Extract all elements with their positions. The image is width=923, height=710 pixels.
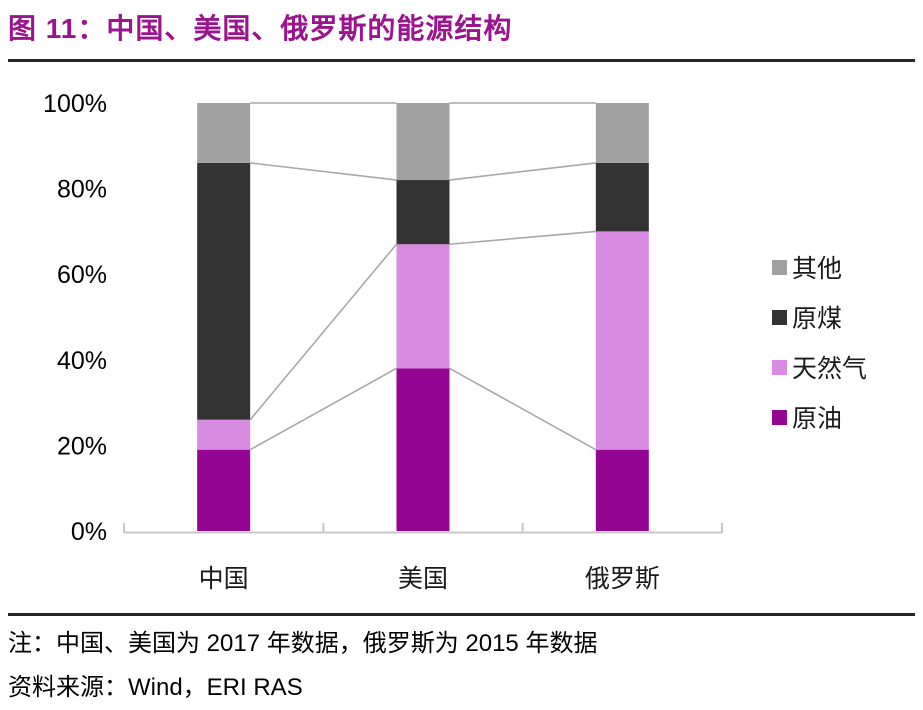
y-tick-label: 100% — [43, 90, 107, 118]
energy-structure-chart: 100% 80% 60% 40% 20% 0% 中国 美国 俄罗斯 其他原煤天然气原油 — [0, 80, 923, 610]
bar-segment-俄罗斯-其他 — [595, 103, 649, 163]
connector-line — [449, 367, 597, 451]
legend-swatch-icon — [772, 309, 787, 325]
legend-label: 原煤 — [792, 305, 843, 333]
connector-line — [449, 230, 596, 246]
bar-segment-中国-其他 — [197, 103, 251, 163]
bar-segment-中国-原油 — [197, 449, 251, 531]
bar-segment-俄罗斯-天然气 — [595, 231, 649, 450]
source-text: 资料来源：Wind，ERI RAS — [8, 674, 303, 701]
top-rule — [8, 59, 915, 62]
bar-segment-美国-其他 — [396, 103, 450, 181]
x-category-label: 俄罗斯 — [585, 565, 660, 593]
legend-item: 原油 — [772, 392, 867, 442]
legend-label: 原油 — [792, 405, 843, 433]
bar-segment-俄罗斯-原煤 — [595, 162, 649, 232]
figure-title: 图 11：中国、美国、俄罗斯的能源结构 — [8, 13, 513, 44]
bar-segment-中国-天然气 — [197, 419, 251, 450]
legend-item: 原煤 — [772, 292, 867, 342]
legend-swatch-icon — [772, 359, 787, 375]
connector-line — [249, 243, 398, 421]
chart-canvas: 100% 80% 60% 40% 20% 0% 中国 美国 俄罗斯 — [43, 90, 723, 593]
bar-segment-美国-原油 — [396, 368, 450, 531]
legend-label: 天然气 — [792, 355, 868, 383]
connector-line — [250, 162, 397, 181]
legend-swatch-icon — [772, 259, 787, 275]
y-tick-label: 80% — [57, 176, 107, 204]
legend-item: 天然气 — [772, 342, 867, 392]
connector-line — [449, 162, 596, 181]
bar-segment-美国-天然气 — [396, 244, 450, 369]
connector-line — [249, 367, 397, 451]
y-tick-label: 0% — [71, 518, 107, 546]
legend-item: 其他 — [772, 242, 867, 292]
note-text: 注：中国、美国为 2017 年数据，俄罗斯为 2015 年数据 — [8, 630, 598, 657]
chart-legend: 其他 原煤 天然气 原油 — [772, 242, 867, 442]
bar-segment-中国-原煤 — [197, 162, 251, 420]
legend-label: 其他 — [792, 255, 843, 283]
x-category-label: 美国 — [398, 565, 448, 593]
bar-segment-俄罗斯-原油 — [595, 449, 649, 531]
legend-swatch-icon — [772, 409, 787, 425]
x-category-label: 中国 — [199, 565, 249, 593]
bottom-rule — [8, 613, 915, 616]
y-tick-label: 60% — [57, 261, 107, 289]
y-tick-label: 20% — [57, 432, 107, 460]
y-tick-label: 40% — [57, 347, 107, 375]
bar-segment-美国-原煤 — [396, 180, 450, 245]
